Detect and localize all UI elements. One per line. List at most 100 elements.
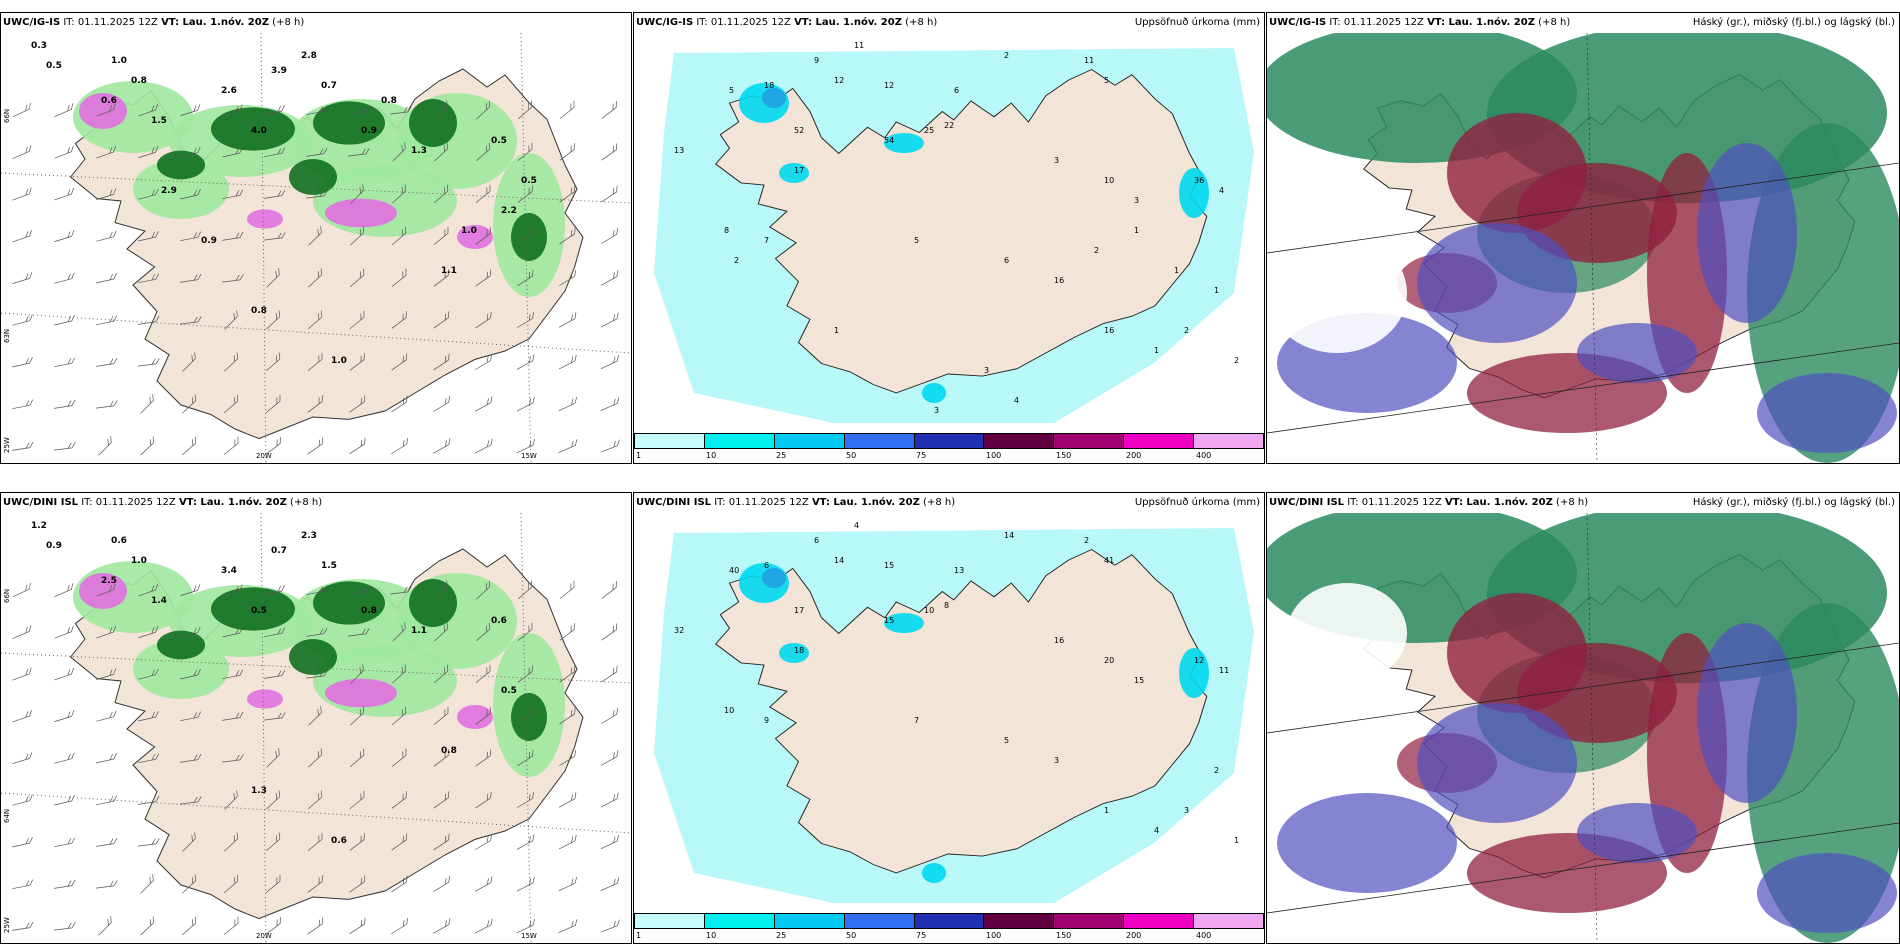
barb-flag [406, 353, 408, 360]
wind-barb [96, 625, 116, 639]
wind-barb [516, 354, 535, 370]
wind-barb [307, 832, 323, 851]
wind-barb [12, 752, 33, 764]
barb-shaft [264, 110, 282, 116]
wind-barb [349, 875, 366, 893]
colorbar [634, 913, 1264, 929]
barb-flag [532, 311, 534, 319]
barb-flag [113, 625, 116, 633]
barb-flag [531, 100, 533, 108]
wind-barb [391, 437, 408, 454]
barb-flag [444, 835, 447, 843]
barb-shaft [559, 233, 575, 245]
barb-flag [407, 586, 412, 593]
barb-flag [447, 749, 449, 756]
barb-shaft [138, 236, 156, 242]
barb-flag [573, 580, 575, 588]
barb-flag [487, 920, 490, 927]
barb-shaft [12, 362, 30, 368]
barb-shaft [559, 276, 575, 286]
wind-barb [265, 874, 281, 893]
barb-shaft [223, 880, 239, 894]
wind-barb [138, 315, 160, 325]
barb-flag [113, 753, 117, 760]
barb-shaft [475, 797, 491, 809]
value-label: 0.9 [201, 236, 217, 246]
value-label: 0.5 [251, 606, 267, 616]
barb-flag [319, 190, 324, 197]
panel-header: UWC/DINI ISL IT: 01.11.2025 12Z VT: Lau.… [1267, 493, 1899, 513]
barb-flag [321, 395, 323, 402]
barb-flag [71, 710, 75, 717]
wind-barb [54, 837, 76, 848]
barb-shaft [558, 925, 576, 933]
barb-flag [318, 877, 320, 885]
barb-shaft [264, 675, 282, 679]
colorbar-tick-label: 100 [986, 931, 1002, 940]
barb-shaft [307, 316, 323, 330]
wind-barb [391, 268, 407, 287]
barb-flag [71, 795, 75, 802]
barb-flag [67, 189, 71, 196]
barb-flag [489, 707, 491, 714]
barb-shaft [12, 404, 30, 410]
barb-flag [236, 832, 238, 839]
wind-barb [12, 145, 32, 159]
barb-flag [362, 184, 364, 191]
barb-shaft [601, 587, 617, 599]
forecast-step: (+8 h) [905, 17, 938, 28]
value-label: 0.6 [331, 836, 347, 846]
barb-shaft [266, 274, 280, 288]
barb-flag [113, 583, 116, 590]
value-label: 1.2 [31, 521, 47, 531]
value-label: 16 [1104, 326, 1114, 335]
wind-barb [264, 712, 286, 721]
barb-flag [235, 147, 239, 155]
wind-barb [140, 874, 154, 894]
wind-barb [12, 921, 34, 931]
barb-shaft [12, 447, 30, 451]
barb-flag [487, 878, 489, 885]
barb-shaft [12, 884, 30, 890]
value-label: 0.5 [46, 61, 62, 71]
barb-flag [113, 315, 118, 322]
value-label: 25 [924, 126, 934, 135]
wind-barb [350, 184, 364, 204]
barb-flag [237, 394, 239, 402]
barb-flag [486, 187, 488, 194]
panel-dini-wind: UWC/DINI ISL IT: 01.11.2025 12Z VT: Lau.… [0, 492, 632, 944]
barb-flag [360, 355, 362, 363]
barb-flag [486, 271, 488, 279]
barb-flag [107, 439, 109, 446]
wind-barb [307, 875, 323, 893]
low-cloud [1757, 373, 1897, 453]
wind-barb [433, 749, 449, 767]
wind-barb [306, 190, 328, 199]
wind-barb [601, 143, 618, 161]
barb-flag [571, 356, 574, 363]
barb-flag [70, 583, 74, 590]
barb-flag [239, 669, 244, 676]
barb-flag [363, 353, 365, 360]
precip-heavy [779, 643, 809, 663]
barb-shaft [181, 922, 197, 936]
barb-shaft [475, 360, 491, 370]
barb-shaft [180, 321, 198, 325]
barb-flag [193, 316, 198, 323]
barb-flag [234, 439, 236, 446]
barb-shaft [96, 151, 114, 159]
precip-heavy [409, 99, 458, 147]
barb-flag [318, 835, 320, 842]
value-label: 0.5 [491, 136, 507, 146]
barb-flag [364, 437, 366, 445]
precip-map: 4614151314241406171510832181620151211109… [634, 513, 1264, 913]
barb-flag [529, 356, 531, 363]
wind-barb [96, 103, 116, 117]
wind-barb [54, 922, 76, 931]
wind-barb [306, 105, 328, 116]
barb-shaft [224, 316, 238, 330]
wind-barb [308, 706, 322, 726]
barb-flag [109, 189, 113, 196]
barb-flag [71, 837, 76, 844]
barb-flag [570, 709, 573, 717]
